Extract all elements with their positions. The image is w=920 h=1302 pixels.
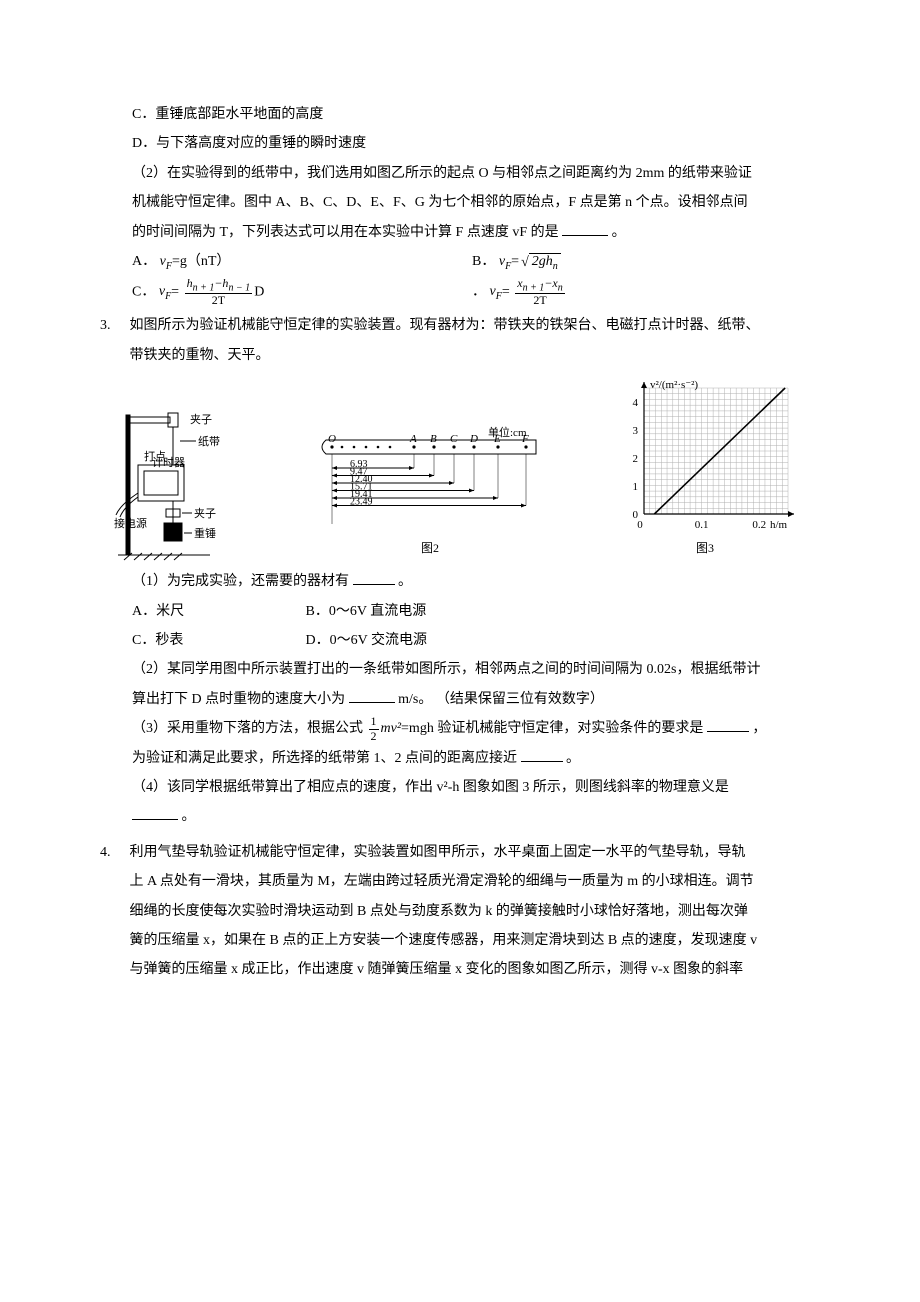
eq: = [171, 284, 179, 299]
opt-a-rhs: g（nT） [180, 254, 231, 269]
q4-l5: 与弹簧的压缩量 x 成正比，作出速度 v 随弹簧压缩量 x 变化的图象如图乙所示… [130, 962, 744, 977]
q2-part2-line3: 的时间间隔为 T，下列表达式可以用在本实验中计算 F 点速度 vF 的是 。 [132, 218, 820, 247]
q3-part2-l2: 算出打下 D 点时重物的速度大小为 m/s。 （结果保留三位有效数字） [132, 685, 820, 714]
q4-l2: 上 A 点处有一滑块，其质量为 M，左端由跨过轻质光滑定滑轮的细绳与一质量为 m… [130, 874, 754, 889]
q2-part2-text: 的时间间隔为 T，下列表达式可以用在本实验中计算 F 点速度 vF 的是 [132, 225, 559, 240]
opt-a-label: A． [132, 254, 156, 269]
label-zhidai: 纸带 [198, 435, 220, 448]
svg-text:F: F [521, 433, 529, 445]
q2-part2-punct: 。 [612, 225, 626, 240]
svg-text:0.2: 0.2 [752, 519, 766, 531]
figure-2: 单位:cm OABCDEF 6.939.4712.4015.7119.4123.… [312, 426, 548, 561]
q2-formula-row1: A． vF=g（nT） B． vF=2ghn [132, 247, 812, 277]
q3-part2-l1: （2）某同学用图中所示装置打出的一条纸带如图所示，相邻两点之间的时间间隔为 0.… [132, 655, 820, 684]
label-zhongchui: 重锤 [194, 526, 216, 540]
label-timer2: 计时器 [152, 457, 185, 469]
q3-part4-l2: 。 [132, 802, 820, 831]
num: 1 [369, 715, 379, 729]
den: 2T [515, 294, 565, 307]
punct: 。 [182, 809, 196, 824]
svg-text:4: 4 [633, 397, 639, 409]
blank [353, 570, 395, 585]
txt: 算出打下 D 点时重物的速度大小为 [132, 692, 345, 707]
svg-text:E: E [493, 433, 501, 445]
eqmgh: =mgh 验证机械能守恒定律，对实验条件的要求是 [401, 721, 703, 736]
q4-l4: 簧的压缩量 x，如果在 B 点的正上方安装一个速度传感器，用来测定滑块到达 B … [130, 933, 758, 948]
txt: 为验证和满足此要求，所选择的纸带第 1、2 点间的距离应接近 [132, 751, 517, 766]
q3-number: 3. [100, 311, 126, 340]
q3-part3-l2: 为验证和满足此要求，所选择的纸带第 1、2 点间的距离应接近 。 [132, 744, 820, 773]
eq: = [172, 254, 180, 269]
svg-text:3: 3 [633, 425, 639, 437]
q3-opt-b: B．0～6V 直流电源 [306, 604, 427, 619]
opt-b-label: B． [472, 254, 495, 269]
q3-part4-l1: （4）该同学根据纸带算出了相应点的速度，作出 v²-h 图象如图 3 所示，则图… [132, 773, 820, 802]
opt-d-label: ． [472, 284, 486, 299]
eq: = [502, 284, 510, 299]
figure-1: 夹子 纸带 打点 接电源 夹子 重锤 [110, 405, 250, 561]
q3-part1: （1）为完成实验，还需要的器材有 。 [132, 567, 820, 596]
blank [707, 717, 749, 732]
q2-option-c: C．重锤底部距水平地面的高度 [132, 100, 820, 129]
q3-stem2: 带铁夹的重物、天平。 [130, 348, 270, 363]
label-jiedianyuan: 接电源 [114, 516, 147, 530]
q4-l3: 细绳的长度使每次实验时滑块运动到 B 点处与劲度系数为 k 的弹簧接触时小球恰好… [130, 904, 748, 919]
blank [349, 688, 395, 703]
opt-c-tail: D [254, 284, 264, 299]
mv2: mv² [381, 721, 402, 736]
svg-text:h/m: h/m [770, 519, 788, 531]
svg-text:B: B [430, 433, 437, 445]
label-jiazi1: 夹子 [190, 413, 212, 426]
svg-text:1: 1 [633, 481, 639, 493]
q3-opt-a: A．米尺 [132, 597, 302, 626]
q3-opts-row1: A．米尺 B．0～6V 直流电源 [132, 597, 820, 626]
q4-l1: 利用气垫导轨验证机械能守恒定律，实验装置如图甲所示，水平桌面上固定一水平的气垫导… [130, 845, 746, 860]
svg-text:23.49: 23.49 [350, 497, 373, 508]
svg-text:v²/(m²·s⁻²): v²/(m²·s⁻²) [650, 379, 698, 391]
svg-text:0.1: 0.1 [695, 519, 709, 531]
svg-text:2: 2 [633, 453, 639, 465]
figure-3: 0123400.10.2v²/(m²·s⁻²)h/m 图3 [610, 376, 800, 561]
svg-text:D: D [469, 433, 478, 445]
q4-number: 4. [100, 838, 126, 867]
eq: = [511, 254, 519, 269]
den: 2T [185, 294, 253, 307]
blank [132, 805, 178, 820]
q3-opt-d: D．0～6V 交流电源 [306, 633, 427, 648]
txt: （3）采用重物下落的方法，根据公式 [132, 721, 363, 736]
svg-text:A: A [409, 433, 417, 445]
q2-part2-line2: 机械能守恒定律。图中 A、B、C、D、E、F、G 为七个相邻的原始点，F 点是第… [132, 188, 820, 217]
q3-opts-row2: C．秒表 D．0～6V 交流电源 [132, 626, 820, 655]
punct: 。 [398, 574, 412, 589]
opt-c-label: C． [132, 284, 155, 299]
blank [521, 747, 563, 762]
label-jiazi2: 夹子 [194, 507, 216, 520]
q3-stem1: 如图所示为验证机械能守恒定律的实验装置。现有器材为：带铁夹的铁架台、电磁打点计时… [130, 318, 760, 333]
q3-part3-l1: （3）采用重物下落的方法，根据公式 12mv²=mgh 验证机械能守恒定律，对实… [132, 714, 820, 743]
fig3-caption: 图3 [696, 536, 714, 561]
den: 2 [369, 730, 379, 743]
q3-opt-c: C．秒表 [132, 626, 302, 655]
txt: m/s。 （结果保留三位有效数字） [398, 692, 604, 707]
svg-text:0: 0 [637, 519, 643, 531]
fig2-caption: 图2 [421, 536, 439, 561]
punct: 。 [566, 751, 580, 766]
punct: ， [752, 721, 766, 736]
blank [562, 221, 608, 236]
svg-text:C: C [450, 433, 458, 445]
q2-option-d: D．与下落高度对应的重锤的瞬时速度 [132, 129, 820, 158]
q2-part2-line1: （2）在实验得到的纸带中，我们选用如图乙所示的起点 O 与相邻点之间距离约为 2… [132, 159, 820, 188]
q2-formula-row2: C． vF= hn + 1−hn − 1 2T D ． vF= xn + 1−x… [132, 277, 812, 308]
svg-text:O: O [328, 433, 336, 445]
q3-p1-text: （1）为完成实验，还需要的器材有 [132, 574, 349, 589]
